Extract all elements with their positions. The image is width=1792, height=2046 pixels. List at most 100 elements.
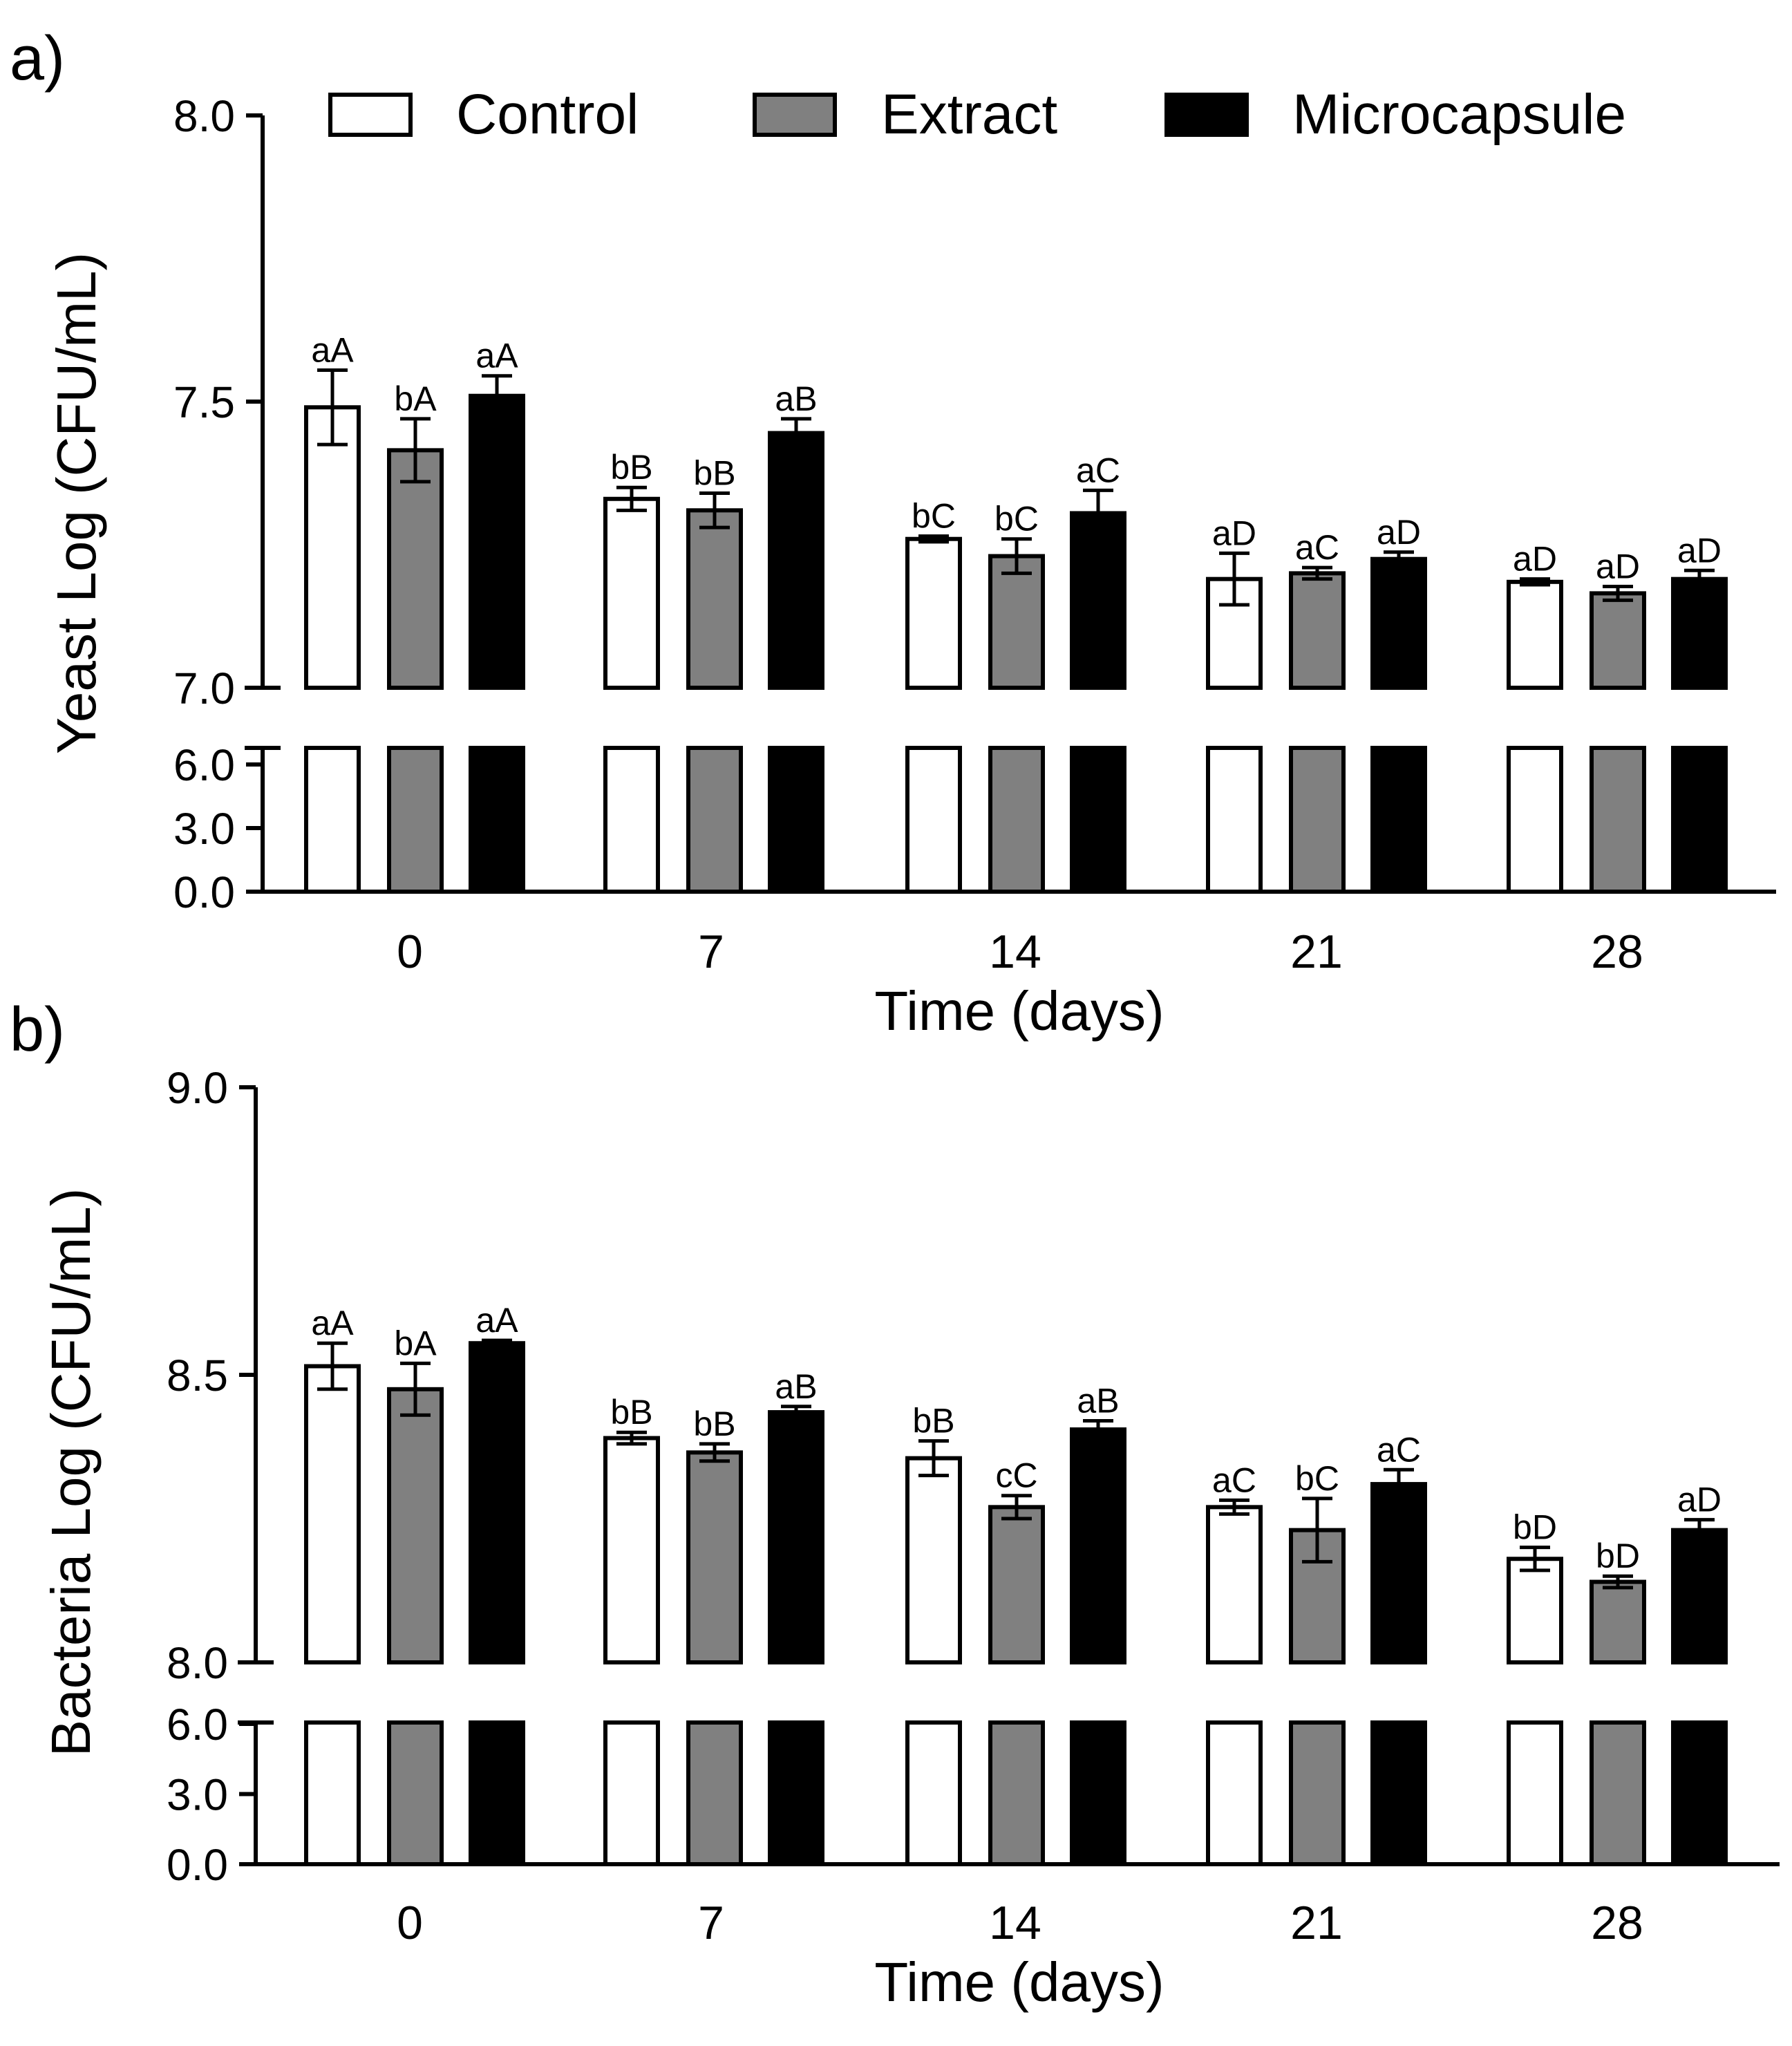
y-tick-label: 8.0: [167, 1638, 228, 1688]
bar-lower-control-day-14: [905, 746, 962, 894]
error-bar-microcapsule-day-14: [1083, 1419, 1113, 1440]
error-bar-microcapsule-day-28: [1684, 1518, 1715, 1543]
significance-label: bC: [994, 500, 1039, 538]
significance-label: aD: [1212, 514, 1256, 552]
significance-label: bD: [1513, 1508, 1557, 1547]
significance-label: aD: [1513, 540, 1557, 579]
significance-label: bA: [394, 1324, 437, 1362]
bar-upper-extract-day-21: [1289, 571, 1346, 691]
error-bar-microcapsule-day-21: [1384, 550, 1414, 568]
significance-label: bB: [912, 1402, 954, 1440]
significance-label: bB: [693, 453, 735, 492]
bar-lower-extract-day-21: [1289, 746, 1346, 894]
error-bar-control-day-14: [918, 534, 949, 544]
bar-lower-control-day-0: [304, 746, 361, 894]
y-tick-label: 6.0: [167, 1700, 228, 1749]
bar-lower-extract-day-28: [1590, 746, 1646, 894]
bar-upper-control-day-28: [1507, 1557, 1563, 1664]
significance-label: bC: [912, 497, 956, 536]
bar-lower-extract-day-21: [1289, 1720, 1346, 1866]
bar-lower-control-day-21: [1206, 746, 1263, 894]
y-tick-label: 3.0: [167, 1770, 228, 1820]
bar-lower-extract-day-7: [686, 746, 743, 894]
error-bar-control-day-0: [317, 368, 348, 447]
significance-label: bB: [693, 1405, 735, 1443]
error-bar-microcapsule-day-0: [482, 1338, 512, 1348]
error-bar-extract-day-0: [400, 1361, 431, 1417]
bar-lower-control-day-28: [1507, 1720, 1563, 1866]
bar-upper-microcapsule-day-0: [469, 1341, 525, 1664]
bar-upper-microcapsule-day-28: [1671, 576, 1728, 690]
error-bar-control-day-21: [1219, 1498, 1249, 1516]
error-bar-control-day-14: [918, 1439, 949, 1478]
bar-upper-microcapsule-day-7: [768, 431, 824, 690]
bar-lower-control-day-28: [1507, 746, 1563, 894]
bar-upper-control-day-7: [603, 1436, 660, 1665]
bar-lower-microcapsule-day-0: [469, 746, 525, 894]
bar-upper-extract-day-0: [387, 448, 444, 690]
bar-upper-control-day-7: [603, 496, 660, 690]
x-tick-label: 14: [989, 926, 1041, 978]
x-tick-label: 7: [698, 1897, 724, 1949]
bar-lower-extract-day-0: [387, 1720, 444, 1866]
bar-lower-microcapsule-day-14: [1070, 1720, 1126, 1866]
bar-upper-control-day-0: [304, 405, 361, 691]
error-bar-microcapsule-day-0: [482, 374, 512, 418]
y-tick-label: 6.0: [173, 740, 235, 790]
error-bar-extract-day-28: [1603, 584, 1633, 602]
bar-upper-extract-day-28: [1590, 1579, 1646, 1665]
significance-label: aB: [1077, 1382, 1119, 1420]
y-tick-label: 0.0: [167, 1840, 228, 1890]
significance-label: bB: [610, 1393, 652, 1432]
bar-upper-extract-day-0: [387, 1387, 444, 1665]
bar-lower-extract-day-28: [1590, 1720, 1646, 1866]
error-bar-extract-day-21: [1302, 1496, 1332, 1564]
bar-upper-extract-day-14: [988, 1505, 1045, 1665]
bar-lower-control-day-7: [603, 746, 660, 894]
x-tick-label: 0: [397, 926, 423, 978]
significance-label: bD: [1596, 1537, 1640, 1575]
y-tick-label: 9.0: [167, 1063, 228, 1113]
significance-label: aD: [1677, 531, 1722, 570]
bar-upper-extract-day-28: [1590, 591, 1646, 690]
significance-label: aD: [1677, 1481, 1722, 1519]
legend-swatch-microcapsule: [1164, 93, 1249, 137]
significance-label: aA: [475, 1301, 518, 1340]
error-bar-microcapsule-day-21: [1384, 1467, 1414, 1501]
panel-letter: a): [10, 24, 65, 93]
y-tick-label: 8.0: [173, 91, 235, 141]
significance-label: aC: [1377, 1430, 1421, 1469]
bar-lower-microcapsule-day-0: [469, 1720, 525, 1866]
bar-lower-microcapsule-day-21: [1370, 1720, 1427, 1866]
error-bar-control-day-28: [1520, 1546, 1550, 1573]
bar-upper-microcapsule-day-0: [469, 393, 525, 690]
error-bar-extract-day-7: [699, 491, 730, 529]
error-bar-microcapsule-day-7: [781, 1405, 811, 1420]
legend-swatch-extract: [753, 93, 837, 137]
bar-upper-extract-day-14: [988, 554, 1045, 690]
significance-label: bA: [394, 379, 437, 418]
y-tick-label: 7.0: [173, 664, 235, 713]
bar-upper-control-day-28: [1507, 579, 1563, 690]
bar-lower-extract-day-0: [387, 746, 444, 894]
bar-upper-control-day-0: [304, 1364, 361, 1665]
y-tick-label: 0.0: [173, 867, 235, 917]
legend-swatch-control: [328, 93, 413, 137]
bar-upper-extract-day-7: [686, 508, 743, 690]
error-bar-extract-day-28: [1603, 1574, 1633, 1590]
x-axis-title: Time (days): [874, 1951, 1164, 2013]
x-axis-title: Time (days): [874, 980, 1164, 1042]
significance-label: cC: [995, 1456, 1037, 1495]
x-tick-label: 7: [698, 926, 724, 978]
significance-label: aA: [311, 1304, 354, 1342]
x-tick-label: 0: [397, 1897, 423, 1949]
x-tick-label: 14: [989, 1897, 1041, 1949]
y-axis-title: Bacteria Log (CFU/mL): [40, 1188, 102, 1756]
error-bar-extract-day-14: [1001, 537, 1032, 575]
error-bar-microcapsule-day-14: [1083, 488, 1113, 538]
panel-b-bacteria-chart: b) Bacteria Log (CFU/mL) aA bB bB aC bD bA bB cC b…: [10, 995, 1780, 2013]
error-bar-extract-day-14: [1001, 1494, 1032, 1521]
bar-lower-microcapsule-day-28: [1671, 746, 1728, 894]
bar-lower-microcapsule-day-7: [768, 746, 824, 894]
